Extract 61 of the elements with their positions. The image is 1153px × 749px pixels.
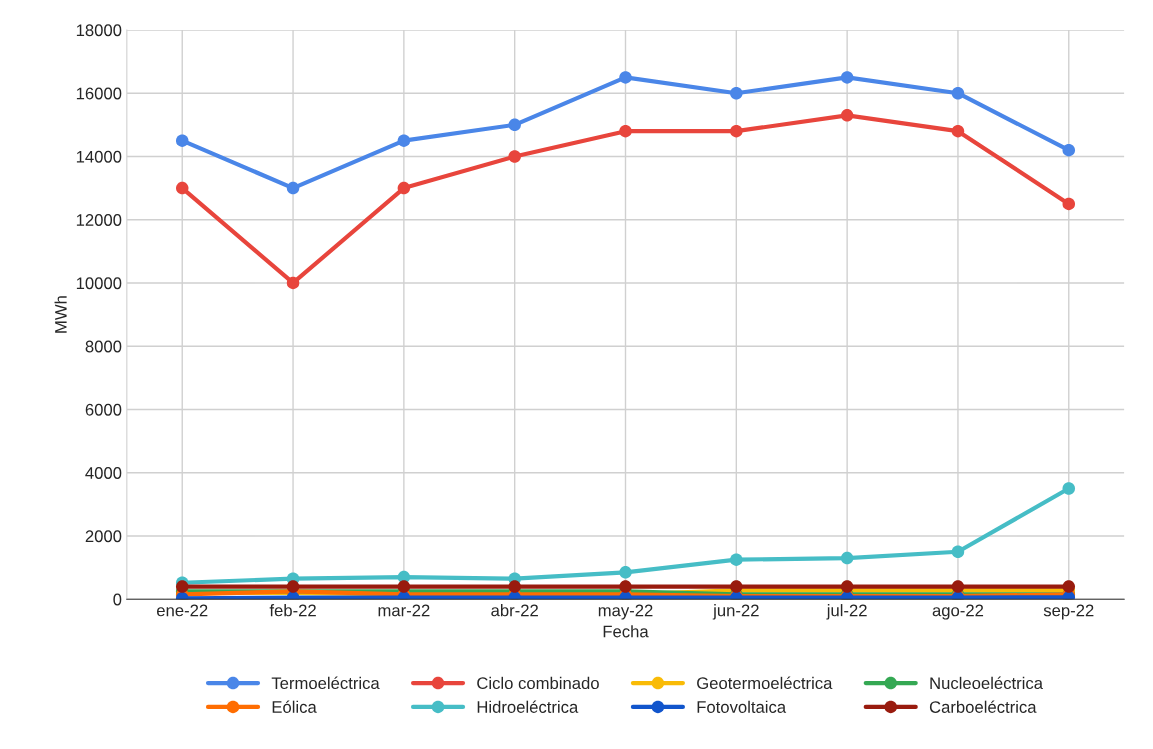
x-tick-label: may-22 [598, 604, 653, 620]
point [730, 553, 743, 566]
point [1062, 482, 1076, 495]
y-tick-label: 18000 [76, 24, 122, 37]
point [175, 580, 189, 593]
point [619, 566, 632, 579]
y-tick-label: 0 [113, 593, 122, 606]
point [508, 118, 521, 132]
point [951, 580, 965, 593]
point [951, 124, 965, 138]
y-tick-label: 14000 [76, 150, 122, 163]
x-tick-label: ene-22 [157, 604, 208, 617]
point [397, 134, 411, 147]
y-tick-label: 8000 [85, 340, 122, 353]
legend-label: Eólica [272, 700, 317, 713]
y-tick-label: 16000 [76, 87, 122, 100]
x-tick-label: sep-22 [1043, 604, 1094, 620]
x-tick-label: ago-22 [932, 604, 984, 620]
x-tick-label: feb-22 [269, 604, 316, 617]
point [730, 86, 743, 100]
point [286, 181, 300, 195]
point [619, 71, 632, 84]
point [175, 181, 189, 195]
point [397, 580, 411, 593]
point [1062, 580, 1076, 593]
point [840, 71, 854, 84]
point [1062, 197, 1076, 211]
legend-label: Carboeléctrica [929, 700, 1037, 713]
point [286, 580, 300, 593]
x-tick-label: mar-22 [378, 604, 430, 617]
point [619, 124, 632, 138]
y-tick-label: 12000 [76, 214, 122, 226]
legend-label: Nucleoeléctrica [930, 676, 1043, 690]
y-tick-label: 6000 [85, 403, 122, 416]
point [730, 124, 743, 138]
x-axis-title: Fecha [603, 625, 649, 638]
point [840, 551, 854, 565]
legend-label: Hidroeléctrica [477, 700, 579, 713]
point [951, 545, 965, 559]
point [175, 134, 189, 147]
legend-label: Ciclo combinado [477, 676, 599, 690]
point [730, 580, 743, 593]
point [840, 109, 854, 122]
point [619, 580, 632, 593]
point [840, 580, 854, 593]
y-tick-label: 2000 [85, 530, 122, 543]
legend-label: Geotermoeléctrica [697, 676, 833, 690]
y-tick-label: 4000 [85, 467, 122, 479]
point [1062, 143, 1076, 157]
x-tick-label: jun-22 [712, 604, 759, 620]
point [397, 181, 411, 195]
legend-label: Fotovoltaica [697, 700, 787, 713]
point [508, 580, 521, 593]
x-tick-label: abr-22 [491, 604, 538, 617]
y-axis-title: MWh [54, 296, 67, 333]
point [286, 276, 300, 290]
point [951, 86, 965, 100]
x-tick-label: jul-22 [826, 604, 867, 620]
legend-label: Termoeléctrica [271, 676, 380, 690]
y-tick-label: 10000 [76, 277, 122, 290]
point [508, 150, 521, 163]
